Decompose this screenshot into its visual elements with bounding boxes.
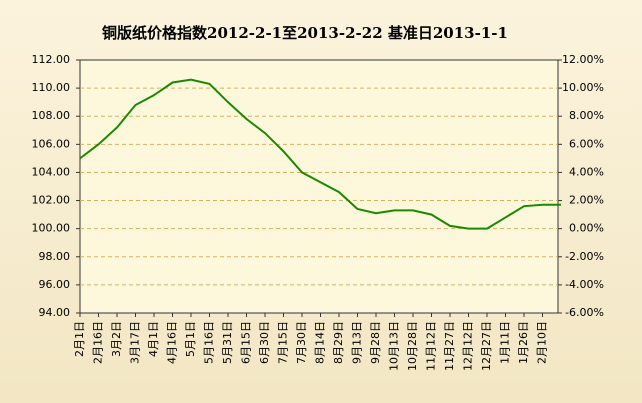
x-tick-label: 5月31日: [221, 321, 234, 364]
x-tick-label: 2月10日: [536, 321, 549, 364]
x-tick-label: 3月17日: [129, 321, 142, 364]
y-tick-label: 100.00: [32, 222, 71, 235]
y2-tick-label: 0.00%: [569, 222, 604, 235]
x-tick-label: 11月27日: [443, 321, 456, 371]
x-tick-label: 6月15日: [240, 321, 253, 364]
x-tick-label: 7月30日: [295, 321, 308, 364]
x-tick-label: 10月28日: [406, 321, 419, 371]
y2-tick-label: 6.00%: [569, 137, 604, 150]
x-tick-label: 10月13日: [388, 321, 401, 371]
x-tick-label: 5月1日: [184, 321, 197, 357]
x-tick-label: 1月11日: [499, 321, 512, 364]
x-tick-label: 12月12日: [462, 321, 475, 371]
chart-title: 铜版纸价格指数2012-2-1至2013-2-22 基准日2013-1-1: [102, 24, 508, 42]
y-tick-label: 94.00: [39, 306, 71, 319]
x-tick-label: 12月27日: [480, 321, 493, 371]
x-tick-label: 5月16日: [203, 321, 216, 364]
x-tick-label: 2月1日: [73, 321, 86, 357]
x-tick-label: 11月12日: [425, 321, 438, 371]
y-tick-label: 108.00: [32, 109, 71, 122]
y2-tick-label: 12.00%: [562, 53, 604, 66]
line: [79, 78, 561, 230]
x-tick-label: 2月16日: [92, 321, 105, 364]
y2-tick-label: -6.00%: [565, 306, 604, 319]
x-tick-label: 8月29日: [332, 321, 345, 364]
x-tick-label: 1月26日: [517, 321, 530, 364]
x-tick-label: 4月16日: [166, 321, 179, 364]
y2-tick-label: 4.00%: [569, 165, 604, 178]
x-tick-label: 7月15日: [277, 321, 290, 364]
x-tick-label: 3月2日: [110, 321, 123, 357]
y2-tick-label: 8.00%: [569, 109, 604, 122]
y2-tick-label: -4.00%: [565, 278, 604, 291]
y-tick-label: 104.00: [32, 165, 71, 178]
y-tick-label: 96.00: [39, 278, 71, 291]
x-tick-label: 4月1日: [147, 321, 160, 357]
x-tick-label: 9月28日: [369, 321, 382, 364]
y-tick-label: 106.00: [32, 137, 71, 150]
y-tick-label: 98.00: [39, 250, 71, 263]
y-tick-label: 112.00: [32, 53, 71, 66]
y2-tick-label: -2.00%: [565, 250, 604, 263]
y-tick-label: 102.00: [32, 194, 71, 207]
x-tick-label: 6月30日: [258, 321, 271, 364]
y-tick-label: 110.00: [32, 81, 71, 94]
y2-tick-label: 10.00%: [562, 81, 604, 94]
x-tick-label: 9月13日: [351, 321, 364, 364]
y2-tick-label: 2.00%: [569, 194, 604, 207]
x-tick-label: 8月14日: [314, 321, 327, 364]
plot-area: [79, 59, 559, 314]
